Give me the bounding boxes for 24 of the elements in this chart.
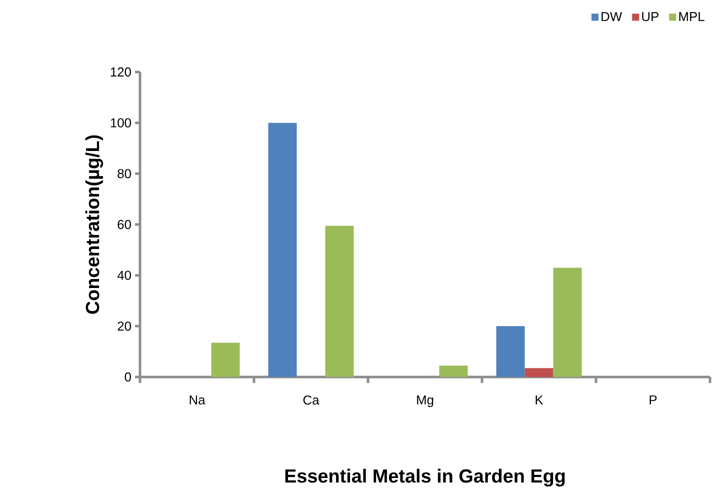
legend-label: UP bbox=[642, 12, 658, 22]
bar bbox=[553, 268, 582, 377]
bar bbox=[439, 366, 468, 377]
bar bbox=[496, 326, 525, 377]
bar bbox=[211, 342, 240, 377]
y-axis-title: Concentration(µg/L) bbox=[85, 135, 104, 314]
x-tick-label: Na bbox=[190, 395, 206, 404]
legend-label: MPL bbox=[679, 12, 704, 22]
y-tick-label: 80 bbox=[118, 169, 131, 178]
y-tick-label: 0 bbox=[124, 372, 131, 382]
x-tick-label: Ca bbox=[303, 395, 320, 405]
y-tick-label: 100 bbox=[110, 118, 131, 128]
y-tick-label: 60 bbox=[118, 220, 131, 230]
y-tick-label: 120 bbox=[110, 67, 131, 77]
x-axis-title: Essential Metals in Garden Egg bbox=[285, 468, 565, 487]
x-tick-label: K bbox=[536, 395, 544, 404]
bar bbox=[325, 226, 354, 377]
bar bbox=[524, 368, 554, 377]
legend-label: DW bbox=[602, 12, 622, 22]
y-tick-label: 20 bbox=[118, 322, 131, 331]
x-tick-label: P bbox=[650, 395, 657, 404]
x-tick-label: Mg bbox=[417, 395, 434, 408]
bar bbox=[268, 122, 297, 377]
y-tick-label: 40 bbox=[117, 270, 131, 280]
